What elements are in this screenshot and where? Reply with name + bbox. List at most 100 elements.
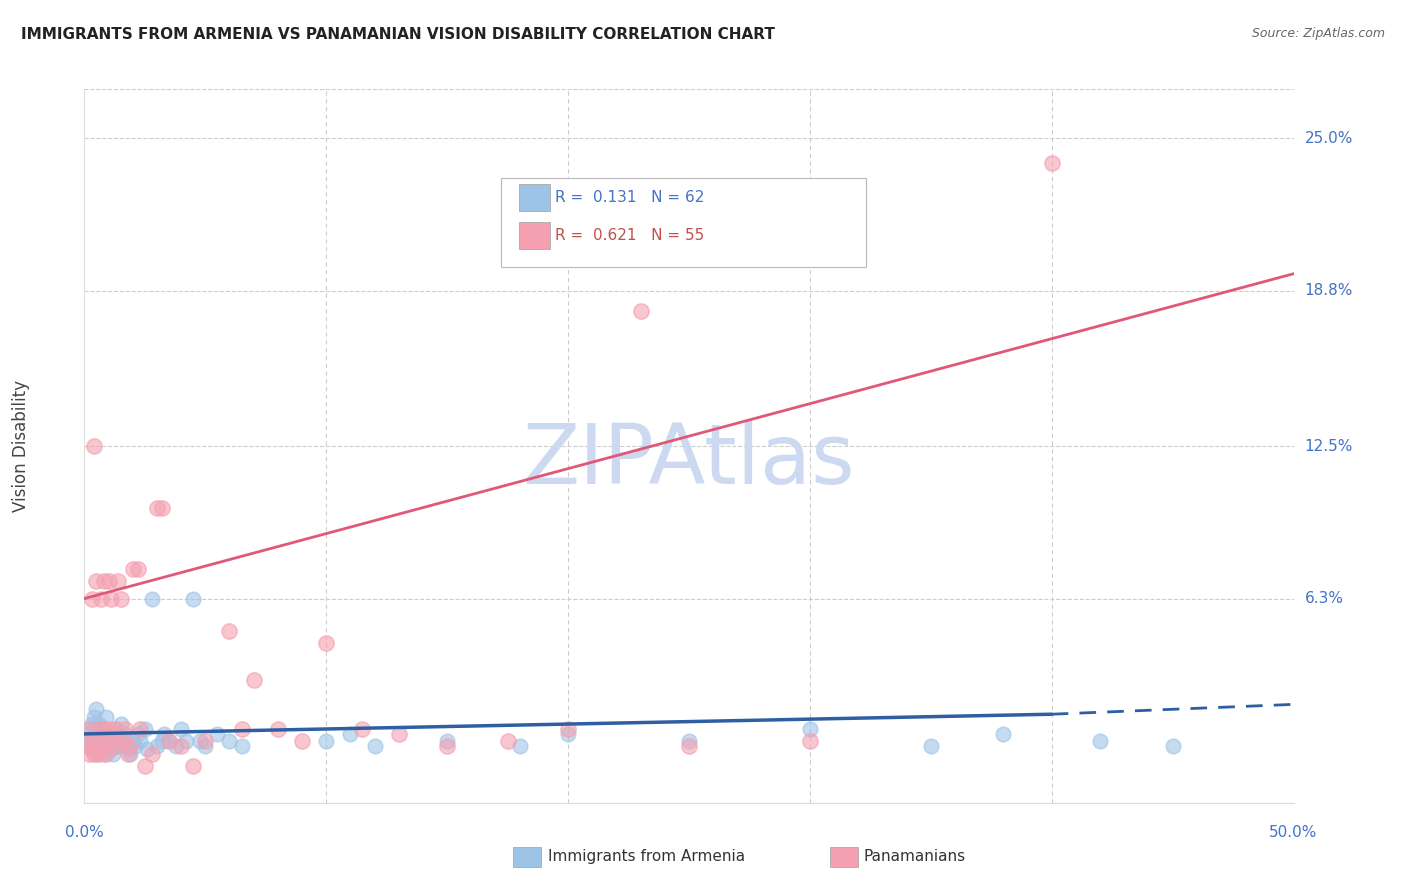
Point — [83, 722, 105, 736]
Point — [170, 722, 193, 736]
Point — [267, 722, 290, 736]
Point — [388, 727, 411, 741]
Point — [129, 734, 152, 748]
Point — [94, 739, 117, 754]
Point — [112, 734, 135, 748]
Point — [121, 562, 143, 576]
Point — [90, 591, 112, 606]
Point — [496, 734, 519, 748]
Point — [165, 739, 187, 754]
Point — [93, 747, 115, 761]
Point — [190, 734, 212, 748]
Point — [141, 591, 163, 606]
Point — [97, 574, 120, 589]
Text: 25.0%: 25.0% — [1305, 131, 1353, 146]
Point — [127, 562, 149, 576]
Point — [107, 574, 129, 589]
Point — [80, 717, 103, 731]
Point — [104, 722, 127, 736]
Point — [80, 741, 103, 756]
Point — [83, 747, 105, 761]
Point — [194, 739, 217, 754]
Point — [110, 591, 132, 606]
Point — [920, 739, 942, 754]
Point — [93, 734, 115, 748]
Point — [100, 741, 122, 756]
Point — [94, 727, 117, 741]
Point — [242, 673, 264, 687]
Point — [86, 747, 108, 761]
Point — [110, 717, 132, 731]
Point — [120, 739, 142, 754]
Text: 18.8%: 18.8% — [1305, 284, 1353, 299]
Point — [103, 734, 125, 748]
Point — [120, 747, 142, 761]
Point — [117, 747, 139, 761]
Point — [77, 747, 100, 761]
Point — [231, 722, 253, 736]
Point — [352, 722, 374, 736]
Point — [97, 739, 120, 754]
Point — [1161, 739, 1184, 754]
Point — [129, 722, 152, 736]
Point — [231, 739, 253, 754]
Point — [993, 727, 1015, 741]
Text: 6.3%: 6.3% — [1305, 591, 1344, 606]
Point — [86, 734, 108, 748]
Point — [90, 739, 112, 754]
Point — [218, 624, 240, 638]
Point — [678, 734, 700, 748]
Text: Immigrants from Armenia: Immigrants from Armenia — [548, 849, 745, 863]
Text: 0.0%: 0.0% — [65, 825, 104, 840]
Point — [104, 739, 127, 754]
Point — [117, 741, 139, 756]
Point — [127, 727, 149, 741]
Point — [77, 727, 100, 741]
Point — [218, 734, 240, 748]
Point — [157, 734, 180, 748]
Point — [90, 734, 112, 748]
Point — [315, 636, 337, 650]
Point — [83, 709, 105, 723]
Point — [90, 722, 112, 736]
Point — [315, 734, 337, 748]
Point — [150, 734, 173, 748]
Point — [124, 739, 146, 754]
Point — [100, 591, 122, 606]
Point — [630, 303, 652, 318]
Point — [509, 739, 531, 754]
Point — [86, 739, 108, 754]
Point — [114, 722, 136, 736]
Text: 50.0%: 50.0% — [1270, 825, 1317, 840]
Point — [799, 734, 821, 748]
Point — [363, 739, 385, 754]
Point — [134, 759, 156, 773]
Point — [121, 734, 143, 748]
Point — [94, 747, 117, 761]
Point — [112, 734, 135, 748]
Point — [291, 734, 314, 748]
Point — [86, 574, 108, 589]
Point — [146, 500, 169, 515]
Point — [436, 734, 458, 748]
Text: IMMIGRANTS FROM ARMENIA VS PANAMANIAN VISION DISABILITY CORRELATION CHART: IMMIGRANTS FROM ARMENIA VS PANAMANIAN VI… — [21, 27, 775, 42]
Point — [150, 500, 173, 515]
Point — [87, 717, 110, 731]
Text: ZIPAtlas: ZIPAtlas — [523, 420, 855, 500]
Point — [799, 722, 821, 736]
Point — [557, 727, 579, 741]
Point — [557, 722, 579, 736]
Point — [207, 727, 229, 741]
Point — [93, 722, 115, 736]
Point — [181, 591, 204, 606]
Point — [76, 739, 98, 754]
Point — [80, 734, 103, 748]
Text: R =  0.621   N = 55: R = 0.621 N = 55 — [555, 228, 704, 243]
Point — [77, 722, 100, 736]
Point — [678, 739, 700, 754]
Point — [87, 727, 110, 741]
Point — [103, 727, 125, 741]
Point — [136, 741, 159, 756]
Point — [146, 739, 169, 754]
Point — [114, 727, 136, 741]
